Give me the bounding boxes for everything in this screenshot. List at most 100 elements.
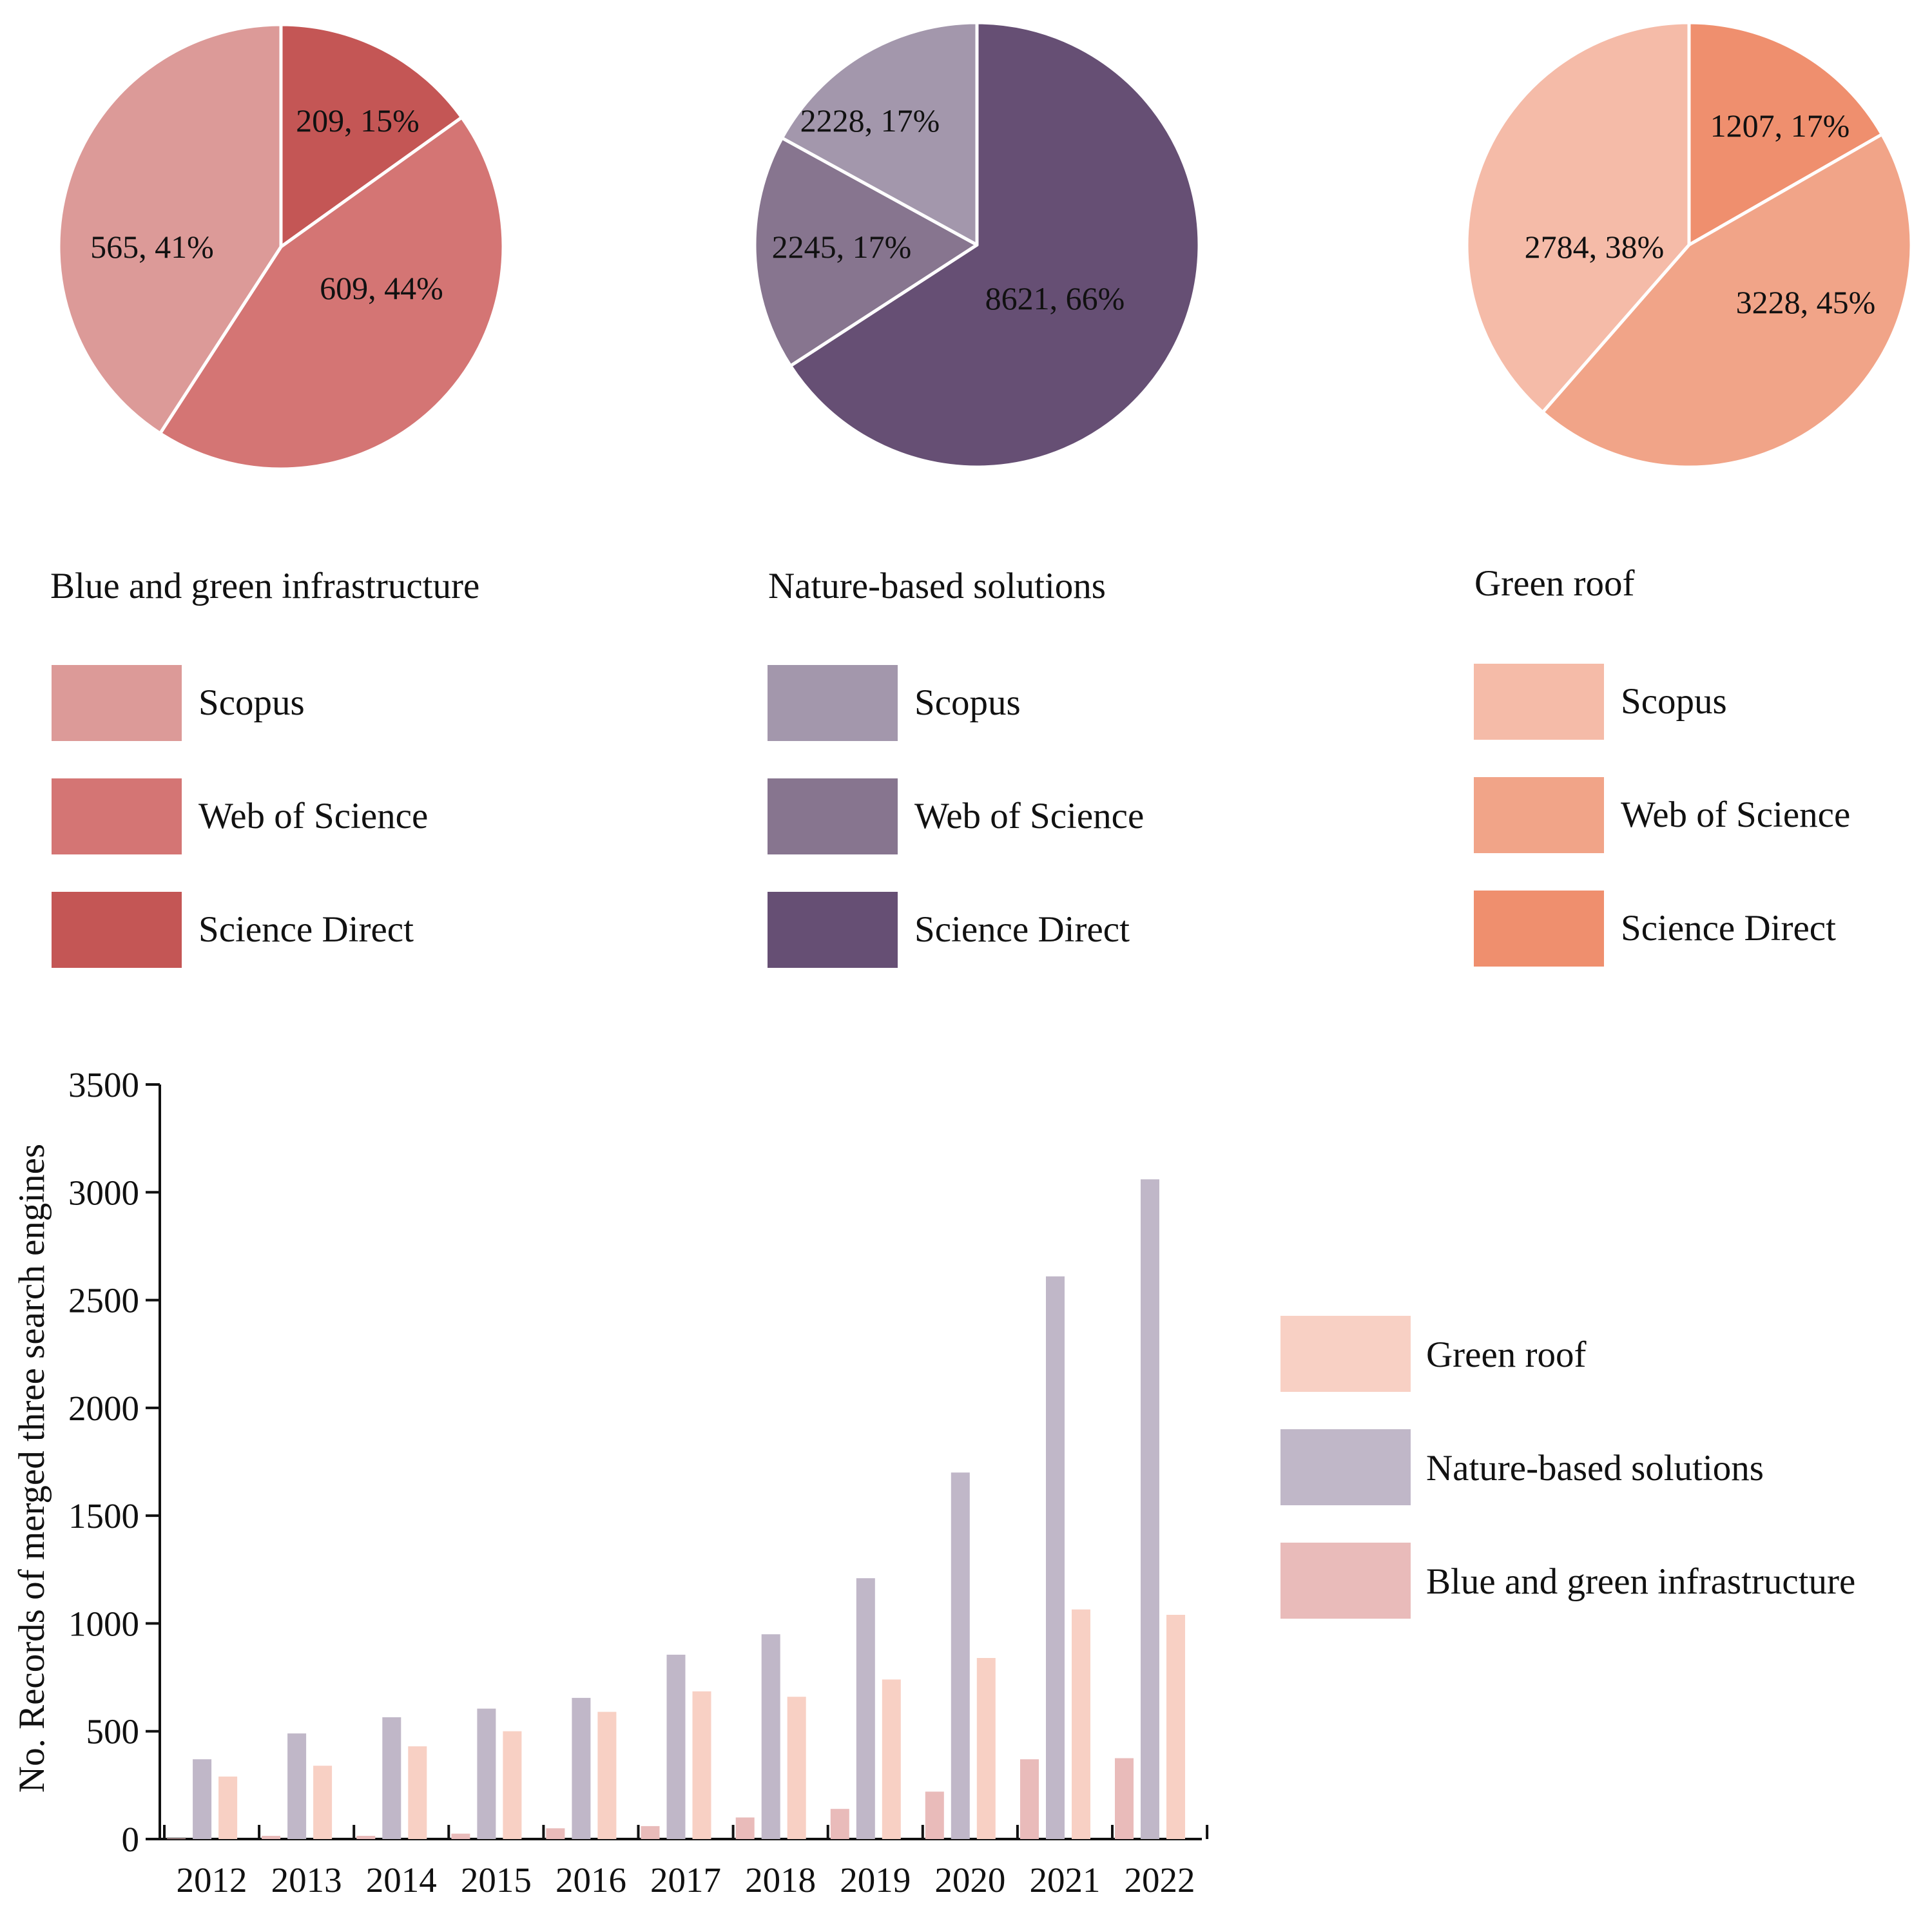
legend-label-web-of-science: Web of Science: [1621, 795, 1850, 835]
pie-data-label-science-direct: 1207, 17%: [1710, 108, 1850, 144]
bar-nature-based-solutions-2018: [761, 1634, 780, 1839]
bar-blue-and-green-infrastructure-2020: [925, 1791, 944, 1839]
bar-legend-label-nature-based-solutions: Nature-based solutions: [1426, 1448, 1764, 1489]
bar-blue-and-green-infrastructure-2013: [262, 1836, 281, 1839]
x-tick-label: 2012: [177, 1860, 247, 1900]
pie-slice-web-of-science: [1541, 133, 1913, 469]
x-tick-label: 2022: [1125, 1860, 1195, 1900]
bar-blue-and-green-infrastructure-2022: [1115, 1758, 1134, 1839]
legend-swatch-web-of-science: [1474, 777, 1604, 853]
y-tick-label: 2000: [68, 1389, 139, 1428]
pie-slice-web-of-science: [753, 136, 979, 368]
pie-data-label-scopus: 565, 41%: [90, 229, 214, 265]
pie-chart-green-roof: 1207, 17% 3228, 45% 2784, 38%: [1465, 21, 1913, 469]
bar-legend-swatch-nature-based-solutions: [1280, 1429, 1411, 1505]
bar-green-roof-2022: [1166, 1615, 1185, 1839]
x-tick-label: 2017: [650, 1860, 721, 1900]
bar-nature-based-solutions-2015: [477, 1708, 496, 1839]
y-tick-label: 3000: [68, 1173, 139, 1212]
bar-legend-label-blue-and-green-infrastructure: Blue and green infrastructure: [1426, 1561, 1855, 1602]
bar-nature-based-solutions-2016: [572, 1697, 591, 1839]
pie-data-label-science-direct: 209, 15%: [296, 102, 420, 139]
y-tick-label: 2500: [68, 1281, 139, 1320]
bar-blue-and-green-infrastructure-2015: [451, 1833, 470, 1839]
bar-legend-label-green-roof: Green roof: [1426, 1335, 1586, 1375]
pie-data-label-scopus: 2784, 38%: [1525, 229, 1665, 265]
legend-label-science-direct: Science Direct: [914, 909, 1130, 950]
bar-green-roof-2014: [408, 1746, 427, 1839]
pie-slice-web-of-science: [158, 115, 505, 471]
bar-nature-based-solutions-2014: [382, 1717, 401, 1839]
pie-slice-science-direct: [789, 21, 1201, 469]
pie-legend-green-roof: Scopus Web of Science Science Direct: [1474, 664, 1850, 967]
legend-swatch-science-direct: [768, 892, 898, 968]
y-tick-label: 1500: [68, 1496, 139, 1536]
y-axis-title: No. Records of merged three search engin…: [12, 1144, 52, 1793]
x-tick-label: 2021: [1029, 1860, 1100, 1900]
bar-green-roof-2019: [882, 1679, 901, 1839]
legend-swatch-scopus: [1474, 664, 1604, 740]
pie-slice-scopus: [1465, 21, 1691, 414]
x-tick-label: 2015: [461, 1860, 532, 1900]
bar-green-roof-2013: [313, 1766, 333, 1839]
x-tick-label: 2020: [934, 1860, 1005, 1900]
pie-slice-scopus: [57, 23, 283, 436]
pie-chart-nature-based-solutions: 8621, 66% 2245, 17% 2228, 17%: [753, 21, 1201, 469]
bar-nature-based-solutions-2012: [193, 1759, 212, 1839]
bar-blue-and-green-infrastructure-2017: [641, 1826, 660, 1839]
y-tick-label: 1000: [68, 1604, 139, 1643]
pie-data-label-web-of-science: 609, 44%: [320, 270, 443, 306]
bar-green-roof-2018: [787, 1697, 806, 1839]
y-tick-label: 500: [86, 1712, 140, 1751]
pie-data-label-science-direct: 8621, 66%: [985, 280, 1125, 316]
bar-blue-and-green-infrastructure-2019: [830, 1809, 849, 1839]
pie-legend-blue-green-infrastructure: Scopus Web of Science Science Direct: [52, 665, 428, 968]
y-tick-label: 0: [122, 1820, 140, 1859]
bar-blue-and-green-infrastructure-2016: [546, 1828, 565, 1839]
legend-label-web-of-science: Web of Science: [914, 796, 1144, 836]
bar-nature-based-solutions-2020: [951, 1472, 970, 1839]
x-tick-label: 2019: [840, 1860, 911, 1900]
pie-slice-science-direct: [1687, 21, 1884, 247]
bar-nature-based-solutions-2013: [287, 1733, 307, 1839]
y-tick-label: 3500: [68, 1065, 139, 1104]
pie-data-label-scopus: 2228, 17%: [800, 102, 940, 139]
bar-nature-based-solutions-2019: [856, 1578, 875, 1839]
bar-green-roof-2021: [1072, 1609, 1090, 1839]
legend-swatch-web-of-science: [52, 778, 182, 854]
pie-data-label-web-of-science: 2245, 17%: [772, 229, 912, 265]
bar-green-roof-2015: [503, 1731, 522, 1839]
bar-blue-and-green-infrastructure-2018: [735, 1817, 755, 1839]
legend-label-scopus: Scopus: [914, 682, 1021, 723]
pie-slice-scopus: [780, 21, 979, 247]
pie-legend-nature-based-solutions: Scopus Web of Science Science Direct: [768, 665, 1144, 968]
pie-title-green-roof: Green roof: [1474, 563, 1634, 604]
legend-swatch-science-direct: [1474, 891, 1604, 967]
bar-green-roof-2016: [597, 1711, 617, 1839]
legend-label-scopus: Scopus: [198, 682, 305, 723]
bar-chart-records-per-year: 0 500 1000 1500 2000 2500 3000 3500 2012 2013 2014…: [12, 1065, 1209, 1900]
bar-blue-and-green-infrastructure-2021: [1020, 1759, 1039, 1839]
bar-nature-based-solutions-2022: [1141, 1179, 1159, 1839]
x-tick-label: 2016: [555, 1860, 626, 1900]
legend-label-science-direct: Science Direct: [198, 909, 414, 950]
bar-green-roof-2020: [976, 1658, 996, 1839]
bar-legend-swatch-blue-and-green-infrastructure: [1280, 1543, 1411, 1619]
bar-legend: Green roof Nature-based solutions Blue and…: [1280, 1316, 1855, 1619]
legend-swatch-web-of-science: [768, 778, 898, 854]
legend-label-science-direct: Science Direct: [1621, 908, 1836, 949]
bar-blue-and-green-infrastructure-2012: [167, 1838, 186, 1839]
bar-marks: [167, 1179, 1185, 1839]
bar-nature-based-solutions-2021: [1046, 1276, 1065, 1839]
bar-legend-swatch-green-roof: [1280, 1316, 1411, 1392]
legend-label-scopus: Scopus: [1621, 681, 1727, 722]
legend-swatch-science-direct: [52, 892, 182, 968]
bar-blue-and-green-infrastructure-2014: [356, 1836, 376, 1839]
pie-data-label-web-of-science: 3228, 45%: [1736, 284, 1876, 320]
bar-green-roof-2012: [218, 1777, 238, 1839]
pie-title-nature-based-solutions: Nature-based solutions: [768, 566, 1106, 606]
legend-swatch-scopus: [52, 665, 182, 741]
legend-swatch-scopus: [768, 665, 898, 741]
pie-title-blue-green-infrastructure: Blue and green infrastructure: [50, 566, 479, 606]
